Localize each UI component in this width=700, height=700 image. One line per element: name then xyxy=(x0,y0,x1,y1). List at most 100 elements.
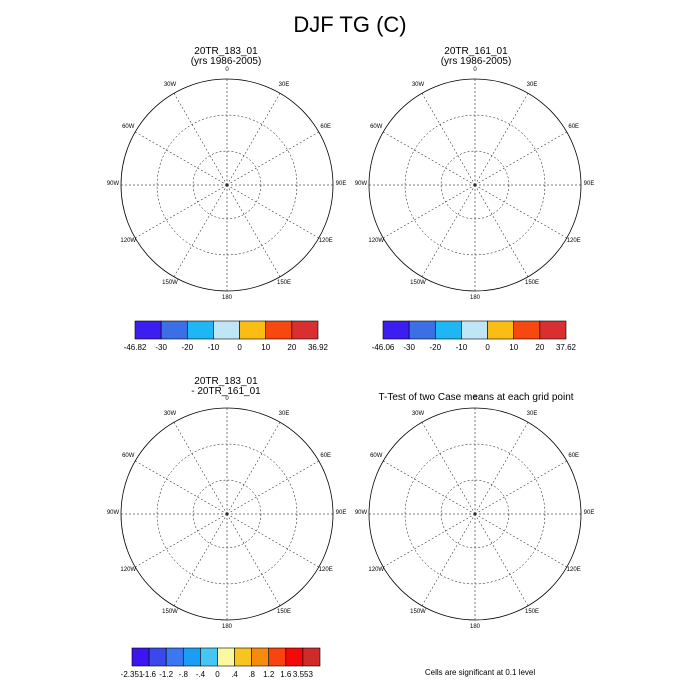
map-panel-1 xyxy=(120,78,334,292)
longitude-label: 180 xyxy=(469,295,480,301)
longitude-label: 0 xyxy=(473,67,477,73)
meridian-line xyxy=(135,184,228,239)
panel3-title-line1: 20TR_183_01 xyxy=(194,376,258,387)
latitude-circle xyxy=(440,479,510,549)
longitude-label: 60E xyxy=(320,453,332,459)
significance-note: Cells are significant at 0.1 level xyxy=(424,668,536,677)
longitude-label: 30W xyxy=(411,82,425,89)
longitude-label: 60W xyxy=(370,124,383,130)
colorbar-label: 10 xyxy=(509,343,519,352)
meridian-line xyxy=(421,513,476,606)
panel1-title: 20TR_183_01 (yrs 1986-2005) xyxy=(126,47,326,67)
longitude-label: 150W xyxy=(410,279,426,286)
meridian-line xyxy=(226,184,319,239)
longitude-label: 150W xyxy=(162,279,178,286)
colorbar-label: .4 xyxy=(231,670,238,679)
longitude-label: 150W xyxy=(410,608,426,615)
colorbar-1 xyxy=(134,320,319,340)
longitude-label: 180 xyxy=(469,624,480,630)
longitude-label: 180 xyxy=(221,624,232,630)
panel1-title-line1: 20TR_183_01 xyxy=(194,46,258,57)
longitude-label: 150E xyxy=(524,608,539,615)
map3-graticule xyxy=(121,408,333,620)
colorbar-label: 0 xyxy=(237,343,242,352)
colorbar-swatch xyxy=(539,320,567,340)
colorbar-label: -46.06 xyxy=(371,343,395,352)
colorbar-swatch xyxy=(165,647,184,667)
longitude-label: 90E xyxy=(583,181,595,187)
colorbar-swatch xyxy=(408,320,436,340)
meridian-line xyxy=(383,184,476,239)
meridian-line xyxy=(226,131,319,186)
longitude-label: 120W xyxy=(368,567,385,573)
longitude-label: 0 xyxy=(473,396,477,402)
colorbar-swatch xyxy=(268,647,287,667)
longitude-label: 150E xyxy=(524,279,539,286)
meridian-line xyxy=(135,460,228,515)
map-panel-4 xyxy=(368,407,582,621)
meridian-line xyxy=(226,422,281,515)
meridian-line xyxy=(226,460,319,515)
latitude-circle xyxy=(404,443,546,585)
colorbar-swatch xyxy=(434,320,462,340)
colorbar-swatch xyxy=(382,320,410,340)
panel4-title: T-Test of two Case means at each grid po… xyxy=(356,393,596,403)
panel3-title-line2: - 20TR_161_01 xyxy=(191,386,261,397)
colorbar-label: -1.2 xyxy=(159,670,174,679)
longitude-label: 90W xyxy=(354,181,368,187)
latitude-circle xyxy=(156,443,298,585)
meridian-line xyxy=(421,93,476,186)
panel2-title-line2: (yrs 1986-2005) xyxy=(440,56,512,67)
map-panel-2 xyxy=(368,78,582,292)
meridian-line xyxy=(135,131,228,186)
meridian-line xyxy=(421,422,476,515)
meridian-line xyxy=(226,184,281,277)
meridian-line xyxy=(226,513,281,606)
colorbar-label: -1.6 xyxy=(142,670,156,679)
meridian-line xyxy=(173,422,228,515)
colorbar-swatch xyxy=(302,647,321,667)
meridian-line xyxy=(135,513,228,568)
latitude-circle xyxy=(156,114,298,256)
colorbar-label: -20 xyxy=(429,343,442,352)
meridian-line xyxy=(173,93,228,186)
meridian-line xyxy=(226,513,319,568)
colorbar-label: -10 xyxy=(207,343,220,352)
colorbar-label: 10 xyxy=(261,343,271,352)
meridian-line xyxy=(474,184,529,277)
colorbar-swatch xyxy=(285,647,304,667)
colorbar-swatch xyxy=(186,320,214,340)
colorbar-label: -20 xyxy=(181,343,194,352)
colorbar-swatch xyxy=(148,647,167,667)
colorbar-swatch xyxy=(239,320,267,340)
longitude-label: 30W xyxy=(163,411,177,418)
colorbar-2 xyxy=(382,320,567,340)
longitude-label: 120W xyxy=(120,567,137,573)
latitude-circle xyxy=(192,150,262,220)
latitude-circle xyxy=(192,479,262,549)
longitude-label: 180 xyxy=(221,295,232,301)
colorbar-swatch xyxy=(513,320,541,340)
colorbar-label: -.8 xyxy=(178,670,188,679)
latitude-circle xyxy=(404,114,546,256)
colorbar-label: 36.92 xyxy=(307,343,329,352)
longitude-label: 120E xyxy=(318,567,333,573)
longitude-label: 120W xyxy=(368,238,385,244)
longitude-label: 120E xyxy=(566,567,581,573)
longitude-label: 60E xyxy=(568,453,580,459)
colorbar-label: 20 xyxy=(535,343,545,352)
longitude-label: 0 xyxy=(225,396,229,402)
colorbar-label: 1.2 xyxy=(263,670,275,679)
longitude-label: 30E xyxy=(526,411,538,418)
colorbar-3 xyxy=(131,647,321,667)
map-panel-3 xyxy=(120,407,334,621)
colorbar-swatch xyxy=(487,320,515,340)
meridian-line xyxy=(383,460,476,515)
colorbar-swatch xyxy=(213,320,240,340)
colorbar-label: -2.351 xyxy=(120,670,144,679)
meridian-line xyxy=(474,131,567,186)
colorbar-swatch xyxy=(265,320,293,340)
panel4-title-line1: T-Test of two Case means at each grid po… xyxy=(378,392,574,403)
longitude-label: 90W xyxy=(354,510,368,516)
panel2-title: 20TR_161_01 (yrs 1986-2005) xyxy=(376,47,576,67)
